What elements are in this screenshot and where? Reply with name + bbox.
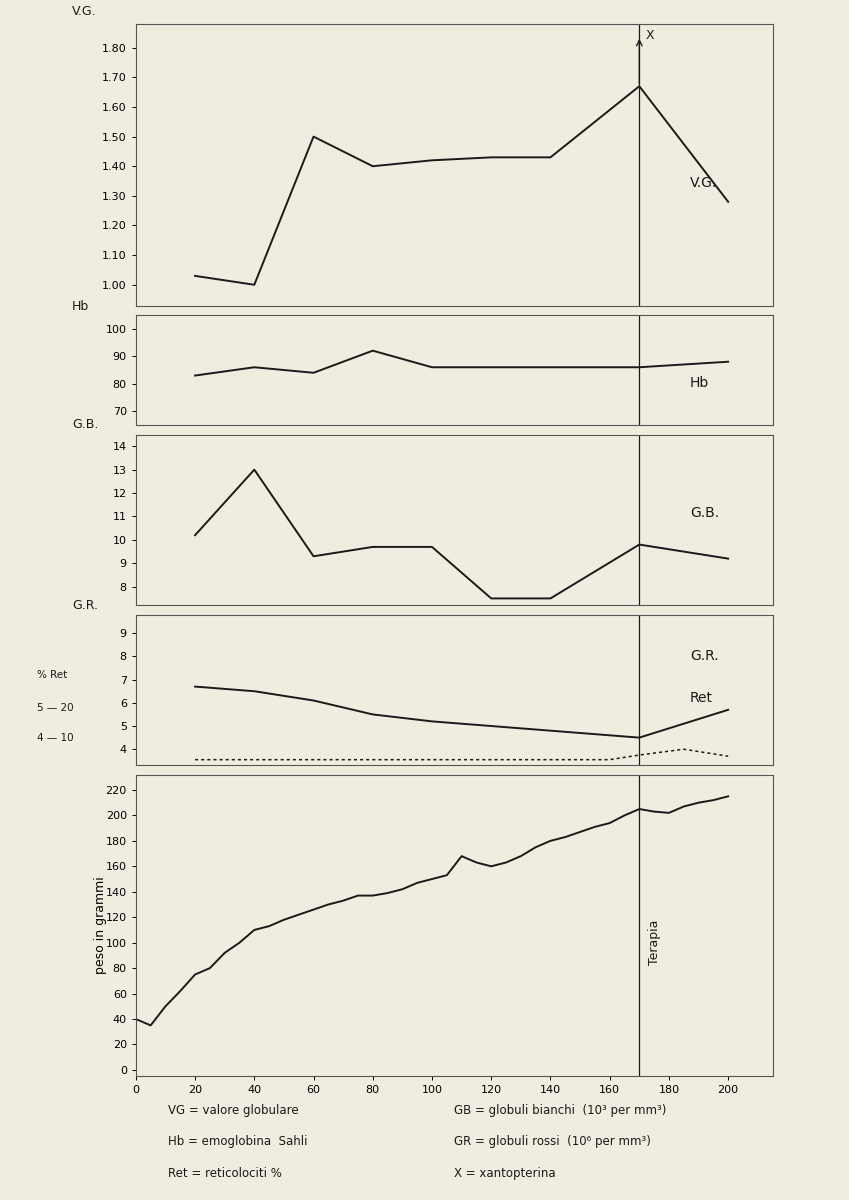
Text: Hb = emoglobina  Sahli: Hb = emoglobina Sahli (168, 1135, 307, 1148)
Text: V.G.: V.G. (72, 5, 97, 18)
Text: X = xantopterina: X = xantopterina (454, 1166, 556, 1180)
Text: 4 — 10: 4 — 10 (37, 733, 74, 743)
Text: G.B.: G.B. (689, 505, 719, 520)
Text: Hb: Hb (72, 300, 89, 312)
Text: Ret: Ret (689, 691, 713, 706)
Text: G.R.: G.R. (72, 599, 98, 612)
Text: V.G.: V.G. (689, 176, 717, 191)
Text: GB = globuli bianchi  (10³ per mm³): GB = globuli bianchi (10³ per mm³) (454, 1104, 666, 1117)
Y-axis label: peso in grammi: peso in grammi (93, 877, 106, 974)
Text: Hb: Hb (689, 376, 709, 390)
Text: % Ret: % Ret (37, 670, 67, 680)
Text: G.B.: G.B. (72, 418, 98, 431)
Text: X: X (645, 29, 654, 42)
Text: 5 — 20: 5 — 20 (37, 703, 74, 713)
Text: Ret = reticolociti %: Ret = reticolociti % (168, 1166, 282, 1180)
Text: Terapia: Terapia (648, 920, 661, 965)
Text: G.R.: G.R. (689, 649, 718, 662)
Text: GR = globuli rossi  (10⁶ per mm³): GR = globuli rossi (10⁶ per mm³) (454, 1135, 651, 1148)
Text: VG = valore globulare: VG = valore globulare (168, 1104, 298, 1117)
